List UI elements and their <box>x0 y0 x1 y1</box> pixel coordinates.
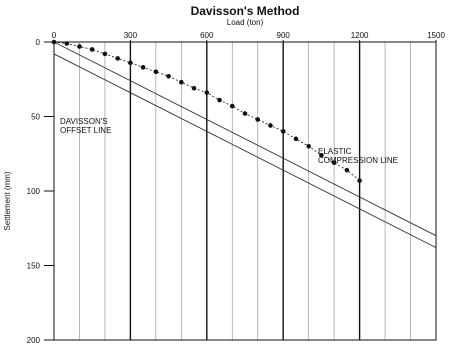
elastic-compression-line <box>53 41 437 237</box>
plot-frame <box>53 41 437 341</box>
data-point <box>344 167 350 173</box>
davisson-offset-line <box>53 53 437 249</box>
chart-title: Davisson's Method <box>191 4 300 18</box>
y-tick-label: 100 <box>27 187 41 196</box>
y-tick-label: 150 <box>27 262 41 271</box>
data-point <box>242 111 248 116</box>
y-tick-label: 200 <box>27 336 41 345</box>
data-point <box>128 60 133 66</box>
data-point <box>293 136 299 142</box>
data-point <box>89 47 95 52</box>
data-point <box>280 129 286 134</box>
x-tick-label: 300 <box>124 31 138 40</box>
data-point <box>115 56 120 61</box>
data-point <box>331 160 337 165</box>
y-tick-label: 50 <box>31 113 40 122</box>
data-point <box>268 123 273 128</box>
data-point <box>319 152 324 158</box>
x-tick-label: 0 <box>52 31 57 40</box>
data-point <box>306 144 311 149</box>
data-point <box>191 85 197 91</box>
data-point <box>140 65 146 70</box>
y-axis-ticks: 0 50 100 150 200 <box>27 38 54 345</box>
data-point <box>153 69 159 75</box>
x-tick-label: 600 <box>200 31 214 40</box>
annotation-elastic-line2: COMPRESSION LINE <box>318 156 398 165</box>
grid <box>79 42 411 340</box>
data-point <box>255 117 261 122</box>
annotation-davisson-line2: OFFSET LINE <box>60 126 111 135</box>
x-axis-ticks: 0 300 600 900 1200 1500 <box>52 31 445 42</box>
x-axis-label: Load (ton) <box>227 18 264 27</box>
annotation-davisson-line1: DAVISSON'S <box>60 117 108 126</box>
data-point <box>179 79 184 85</box>
data-point <box>229 103 235 109</box>
data-point <box>357 178 362 183</box>
annotation-elastic-line1: ELASTIC <box>318 147 352 156</box>
x-tick-label: 1200 <box>351 31 369 40</box>
x-tick-label: 1500 <box>427 31 445 40</box>
plot-lines <box>53 41 437 249</box>
data-point <box>166 73 171 79</box>
data-point <box>102 51 108 57</box>
data-point <box>77 44 82 49</box>
y-tick-label: 0 <box>36 38 41 47</box>
data-points <box>51 39 362 183</box>
data-point <box>217 97 222 103</box>
y-axis-label: Settlement (mm) <box>3 171 12 230</box>
x-tick-label: 900 <box>277 31 291 40</box>
data-point <box>204 90 210 95</box>
